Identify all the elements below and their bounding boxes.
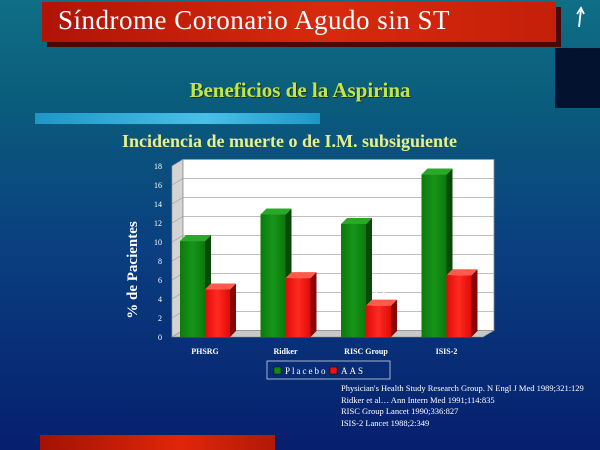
slide-title: Síndrome Coronario Agudo sin ST bbox=[58, 5, 450, 35]
decorative-dark-block bbox=[555, 48, 600, 108]
data-label: 17,1 bbox=[427, 159, 446, 169]
y-tick-label: 8 bbox=[158, 257, 162, 266]
y-tick-label: 4 bbox=[158, 295, 162, 304]
y-tick-label: 6 bbox=[158, 276, 162, 285]
bar-aas-side bbox=[310, 272, 317, 337]
bar-aas bbox=[285, 278, 311, 337]
decorative-bar-bottom bbox=[40, 435, 275, 450]
y-tick-label: 2 bbox=[158, 314, 162, 323]
bar-aas-side bbox=[230, 283, 236, 337]
legend: Placebo AAS bbox=[266, 360, 391, 380]
bar-placebo-top bbox=[421, 168, 453, 175]
gridline bbox=[171, 197, 184, 205]
y-tick-label: 10 bbox=[154, 238, 162, 247]
bar-placebo-top bbox=[341, 217, 372, 224]
bar-aas bbox=[205, 289, 230, 337]
y-tick-label: 12 bbox=[154, 219, 162, 228]
legend-box bbox=[266, 360, 391, 380]
bar-placebo bbox=[260, 214, 286, 337]
gridline bbox=[171, 178, 184, 186]
decorative-bar-top bbox=[35, 113, 320, 124]
bar-aas-side bbox=[471, 269, 478, 337]
legend-label-placebo: Placebo bbox=[285, 366, 328, 376]
y-tick-label: 16 bbox=[154, 181, 162, 190]
y-tick-label: 14 bbox=[154, 200, 162, 209]
bar-aas-top bbox=[285, 272, 317, 279]
bar-aas bbox=[446, 275, 472, 337]
legend-label-aas: AAS bbox=[341, 366, 365, 376]
data-label: 3,3 bbox=[374, 290, 388, 300]
reference-line: Physician's Health Study Research Group.… bbox=[341, 383, 584, 393]
slide-subtitle: Beneficios de la Aspirina bbox=[189, 78, 411, 102]
bar-aas-top bbox=[366, 299, 397, 306]
x-tick-label: PHSRG bbox=[191, 347, 219, 356]
data-label: 10,1 bbox=[185, 225, 204, 235]
legend-swatch-placebo bbox=[273, 366, 282, 375]
gridline bbox=[171, 216, 184, 224]
y-axis-label: % de Pacientes bbox=[125, 221, 141, 319]
y-tick-label: 18 bbox=[154, 162, 162, 171]
reference-line: RISC Group Lancet 1990;336:827 bbox=[341, 406, 459, 416]
x-tick-label: Ridker bbox=[274, 347, 298, 356]
bar-placebo bbox=[180, 241, 205, 337]
bar-placebo bbox=[421, 174, 447, 337]
bar-aas-side bbox=[391, 299, 397, 337]
y-tick-label: 0 bbox=[158, 333, 162, 342]
bar-placebo-top bbox=[260, 208, 292, 215]
bar-aas-top bbox=[205, 283, 236, 290]
chart-title: Incidencia de muerte o de I.M. subsiguie… bbox=[122, 131, 457, 151]
references: Physician's Health Study Research Group.… bbox=[341, 383, 584, 429]
gridline bbox=[171, 235, 184, 243]
slide-title-banner: Síndrome Coronario Agudo sin ST bbox=[42, 2, 585, 42]
legend-swatch-aas bbox=[329, 366, 338, 375]
data-label: 6,2 bbox=[293, 262, 307, 272]
data-label: 12,9 bbox=[266, 198, 285, 208]
x-tick-label: ISIS-2 bbox=[436, 347, 458, 356]
data-label: 6,5 bbox=[454, 259, 468, 269]
bar-aas-top bbox=[446, 269, 478, 276]
data-label: 11,9 bbox=[346, 208, 365, 218]
data-label: 5 bbox=[217, 274, 222, 284]
bar-placebo bbox=[341, 223, 366, 337]
reference-line: Ridker et al… Ann Intern Med 1991;114:83… bbox=[341, 394, 495, 405]
bar-aas bbox=[366, 305, 391, 337]
reference-line: ISIS-2 Lancet 1988;2:349 bbox=[341, 417, 430, 428]
bar-placebo-top bbox=[180, 235, 211, 242]
arrow-up-icon bbox=[576, 6, 585, 28]
x-tick-label: RISC Group bbox=[344, 347, 388, 356]
gridline bbox=[171, 159, 184, 167]
